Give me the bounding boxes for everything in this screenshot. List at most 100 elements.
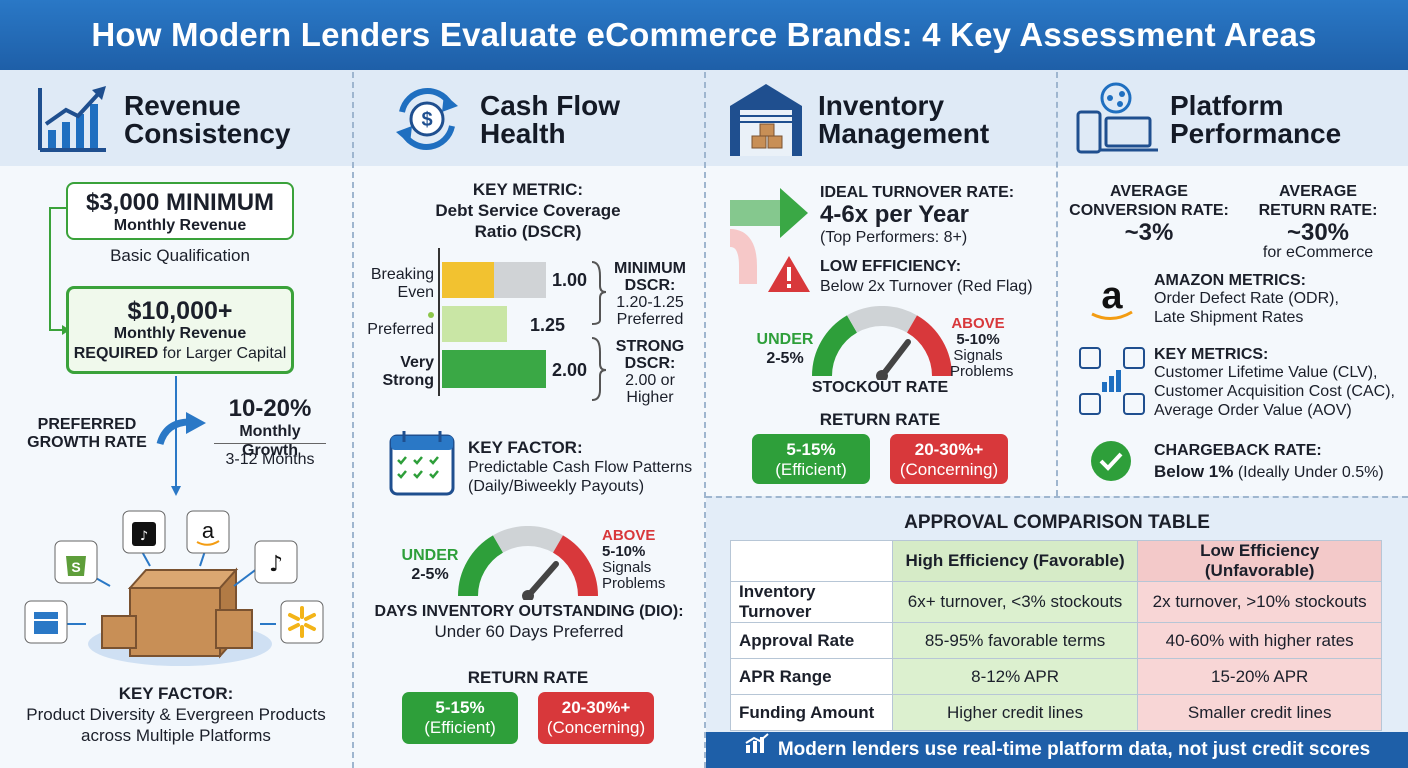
factor-line: (Daily/Biweekly Payouts) — [468, 478, 645, 495]
required-note: REQUIRED for Larger Capital — [69, 343, 291, 365]
basic-qualification: Basic Qualification — [110, 246, 250, 265]
column-divider — [704, 72, 706, 768]
gauge-under: UNDER — [401, 547, 459, 564]
minimum-revenue-box: $3,000 MINIMUM Monthly Revenue — [66, 182, 294, 240]
minimum-label: Monthly Revenue — [113, 217, 247, 234]
table-row: APR Range 8-12% APR 15-20% APR — [730, 658, 1382, 695]
column-divider — [352, 72, 354, 768]
return-concerning-badge: 20-30%+ (Concerning) — [538, 692, 654, 744]
return-label: RETURN RATE: — [1258, 202, 1378, 219]
return-efficient-badge: 5-15% (Efficient) — [402, 692, 518, 744]
amazon-title: AMAZON METRICS: — [1154, 272, 1306, 289]
key-factor-line: across Multiple Platforms — [81, 726, 271, 745]
table-header-row: High Efficiency (Favorable) Low Efficien… — [730, 540, 1382, 582]
gauge-under: UNDER — [756, 331, 814, 348]
gauge-above-value: 5-10% — [956, 331, 1000, 348]
column-divider — [1056, 72, 1058, 496]
section-title: Revenue — [124, 90, 241, 121]
gauge-above: ABOVE 5-10% Signals Problems — [602, 528, 665, 592]
factor-line: Predictable Cash Flow Patterns — [468, 459, 693, 476]
gauge-above-value: 5-10% — [602, 543, 646, 560]
key-factor-title: KEY FACTOR: — [118, 684, 234, 703]
required-amount: $10,000+ — [127, 297, 233, 325]
return-note: for eCommerce — [1262, 244, 1374, 261]
box-store-icon — [24, 600, 68, 644]
amazon-line: Order Defect Rate (ODR), — [1154, 290, 1339, 307]
bar-axis — [438, 248, 440, 396]
badge-value: 5-15% — [786, 440, 836, 459]
factor-title: KEY FACTOR: — [468, 438, 583, 457]
bar-label-line: Even — [397, 284, 434, 301]
badge-note: (Efficient) — [424, 718, 496, 737]
note-line: DSCR: — [624, 277, 676, 294]
gauge-above-note: Problems — [950, 363, 1014, 380]
footer-banner: Modern lenders use real-time platform da… — [706, 732, 1408, 768]
table-header-cell — [730, 540, 893, 582]
gauge-above-label: ABOVE — [951, 315, 1005, 332]
devices-icon — [1076, 82, 1158, 154]
key-metrics-line: Average Order Value (AOV) — [1154, 402, 1352, 419]
growth-divider — [214, 443, 326, 444]
required-word: REQUIRED — [73, 345, 159, 362]
note-line: 2.00 or — [625, 372, 675, 389]
footer-text: Modern lenders use real-time platform da… — [777, 739, 1371, 761]
shopify-icon: S — [54, 540, 98, 584]
chargeback-value: Below 1% (Ideally Under 0.5%) — [1154, 462, 1384, 482]
dscr-bar-very-strong — [442, 350, 546, 388]
note-line: MINIMUM — [614, 260, 686, 277]
svg-text:a: a — [202, 518, 215, 543]
gauge-above-note: Signals — [602, 559, 652, 576]
badge-value: 20-30%+ — [561, 698, 631, 717]
growth-chart-icon — [38, 86, 106, 152]
minimum-dscr-note: MINIMUM DSCR: 1.20-1.25 Preferred — [606, 260, 694, 328]
required-revenue-box: $10,000+ Monthly Revenue REQUIRED for La… — [66, 286, 294, 374]
platforms-illustration — [66, 547, 276, 666]
growth-label: PREFERRED GROWTH RATE — [22, 416, 152, 452]
badge-value: 20-30%+ — [914, 440, 984, 459]
unfavorable-cell: 2x turnover, >10% stockouts — [1137, 581, 1382, 623]
analytics-icon — [1079, 347, 1145, 415]
metric-title: Ratio (DSCR) — [474, 222, 582, 241]
growth-label-line: PREFERRED — [37, 416, 137, 433]
growth-label-line: GROWTH RATE — [27, 434, 147, 451]
metric-title: Debt Service Coverage — [435, 201, 621, 220]
row-label: Approval Rate — [730, 622, 893, 659]
conversion-value: ~3% — [1124, 219, 1174, 246]
key-factor-line: Product Diversity & Evergreen Products — [26, 705, 326, 724]
bar-label: Breaking Even — [360, 266, 434, 302]
gauge-above-label: ABOVE — [602, 527, 656, 544]
unfavorable-cell: Smaller credit lines — [1137, 694, 1382, 731]
note-line: STRONG — [615, 338, 685, 355]
row-label: Inventory Turnover — [730, 581, 893, 623]
note-line: 1.20-1.25 — [616, 294, 684, 311]
growth-value: 10-20% — [228, 395, 312, 422]
bar-value: 1.25 — [530, 315, 566, 335]
metric-title: KEY METRIC: — [472, 180, 584, 199]
comparison-table: High Efficiency (Favorable) Low Efficien… — [730, 540, 1382, 731]
tiktok-icon: ♪ — [254, 540, 298, 584]
key-metrics-line: Customer Lifetime Value (CLV), — [1154, 364, 1378, 381]
page-title: How Modern Lenders Evaluate eCommerce Br… — [0, 0, 1408, 70]
table-row: Inventory Turnover 6x+ turnover, <3% sto… — [730, 581, 1382, 623]
section-title: Health — [480, 118, 566, 149]
required-label: Monthly Revenue — [113, 325, 247, 342]
walmart-icon — [280, 600, 324, 644]
low-efficiency-title: LOW EFFICIENCY: — [820, 258, 962, 275]
amazon-icon: a — [1091, 275, 1133, 320]
dscr-bar-preferred — [442, 306, 507, 342]
badge-value: 5-15% — [435, 698, 485, 717]
bar-label-line: Breaking — [370, 266, 434, 283]
bar-label-line: Strong — [382, 372, 434, 389]
return-rate-title: RETURN RATE — [467, 668, 589, 687]
strong-dscr-note: STRONG DSCR: 2.00 or Higher — [606, 338, 694, 406]
section-title: Inventory — [818, 90, 945, 121]
unfavorable-cell: 15-20% APR — [1137, 658, 1382, 695]
bar-value: 1.00 — [552, 270, 588, 290]
warning-icon — [768, 256, 810, 292]
table-row: Approval Rate 85-95% favorable terms 40-… — [730, 622, 1382, 659]
return-value: ~30% — [1286, 219, 1350, 246]
chargeback-title: CHARGEBACK RATE: — [1154, 442, 1322, 459]
section-title: Platform — [1170, 90, 1284, 121]
return-efficient-badge: 5-15% (Efficient) — [752, 434, 870, 484]
warehouse-icon — [730, 84, 802, 156]
